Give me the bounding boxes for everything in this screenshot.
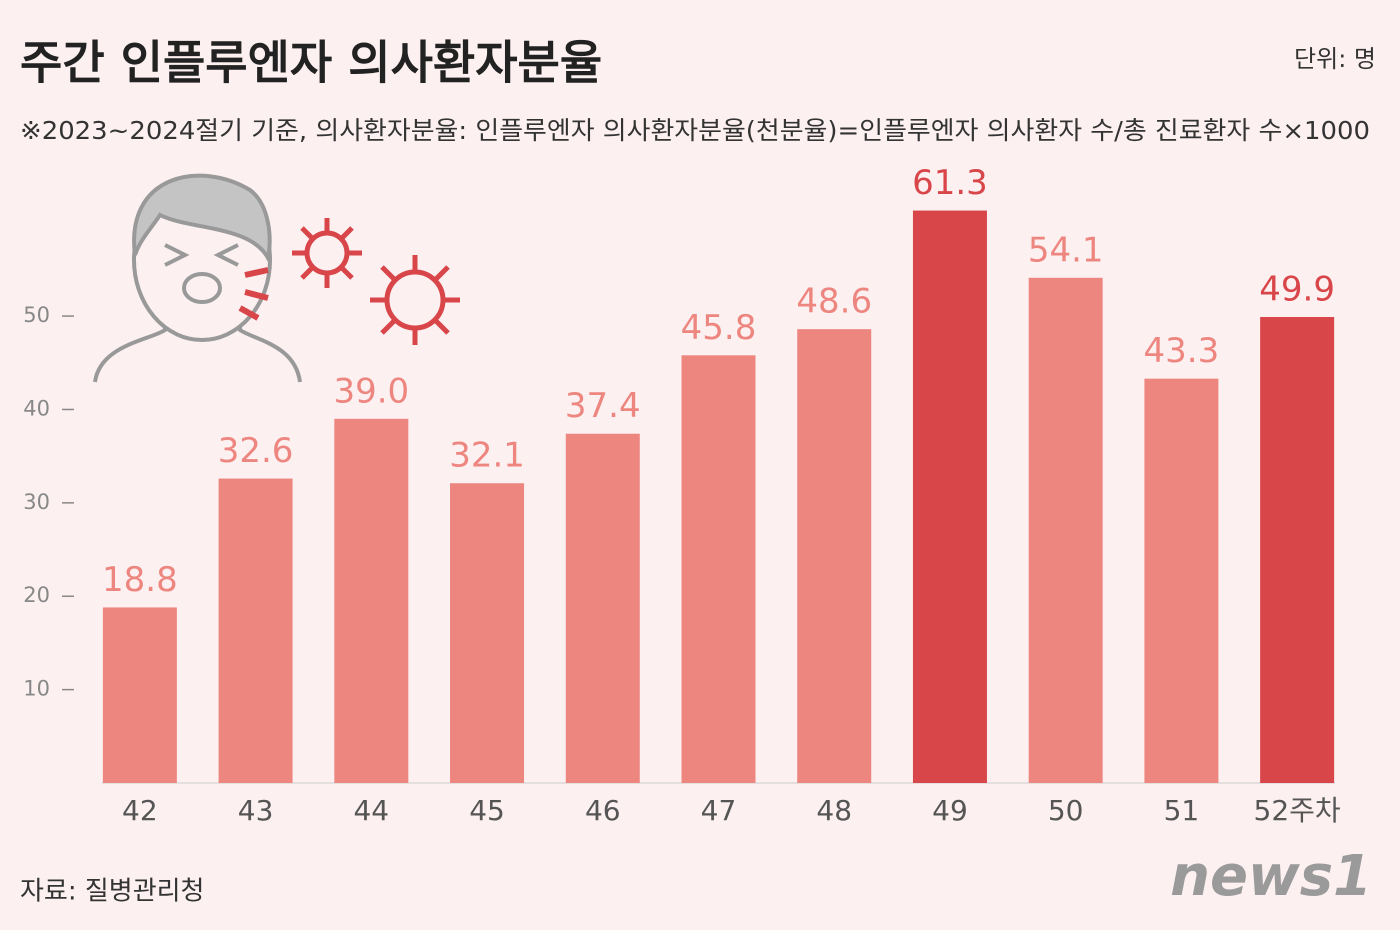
- x-tick-label: 52주차: [1254, 794, 1341, 827]
- subtitle: ※2023~2024절기 기준, 의사환자분율: 인플루엔자 의사환자분율(천분…: [20, 116, 1370, 145]
- x-tick-label: 42: [122, 794, 158, 827]
- logo: news1: [1170, 844, 1372, 909]
- bar: [797, 329, 872, 783]
- cough-lines: [238, 267, 269, 321]
- chart-title: 주간 인플루엔자 의사환자분율: [20, 36, 602, 90]
- value-label: 18.8: [102, 560, 178, 600]
- x-tick-label: 50: [1048, 794, 1084, 827]
- bar: [218, 478, 293, 783]
- y-tick-label: 20: [23, 583, 50, 607]
- value-label: 39.0: [333, 371, 409, 411]
- person-body: [93, 300, 302, 383]
- x-tick-label: 47: [701, 794, 737, 827]
- bar: [681, 355, 756, 783]
- value-label: 45.8: [681, 308, 757, 348]
- y-tick-label: 30: [23, 490, 50, 514]
- x-tick-label: 49: [932, 794, 968, 827]
- virus-small: [292, 218, 362, 288]
- value-label: 54.1: [1028, 230, 1104, 270]
- person-mouth: [182, 272, 222, 304]
- y-tick-label: 10: [23, 677, 50, 701]
- value-label: 61.3: [912, 163, 988, 203]
- bar: [450, 483, 525, 783]
- bar: [1144, 378, 1219, 783]
- value-label: 32.6: [218, 431, 294, 471]
- source: 자료: 질병관리청: [20, 877, 204, 907]
- virus-large: [370, 255, 460, 345]
- x-tick-label: 44: [353, 794, 389, 827]
- person-eyes: [164, 243, 239, 267]
- x-tick-label: 45: [469, 794, 505, 827]
- value-label: 43.3: [1144, 331, 1220, 371]
- bar: [565, 433, 640, 783]
- bar: [102, 607, 177, 783]
- x-tick-label: 43: [238, 794, 274, 827]
- bar: [912, 210, 987, 784]
- value-label: 49.9: [1259, 270, 1335, 310]
- x-tick-label: 51: [1164, 794, 1200, 827]
- x-tick-label: 48: [816, 794, 852, 827]
- unit: 단위: 명: [1294, 45, 1376, 73]
- value-label: 48.6: [796, 282, 872, 322]
- value-label: 32.1: [449, 436, 525, 476]
- bar: [334, 418, 409, 783]
- y-tick-label: 50: [23, 303, 50, 327]
- person-hair: [132, 173, 272, 264]
- bar: [1260, 317, 1335, 783]
- value-label: 37.4: [565, 386, 641, 426]
- bar: [1028, 277, 1103, 783]
- y-tick-label: 40: [23, 396, 50, 420]
- illustration: [93, 173, 460, 383]
- x-tick-label: 46: [585, 794, 621, 827]
